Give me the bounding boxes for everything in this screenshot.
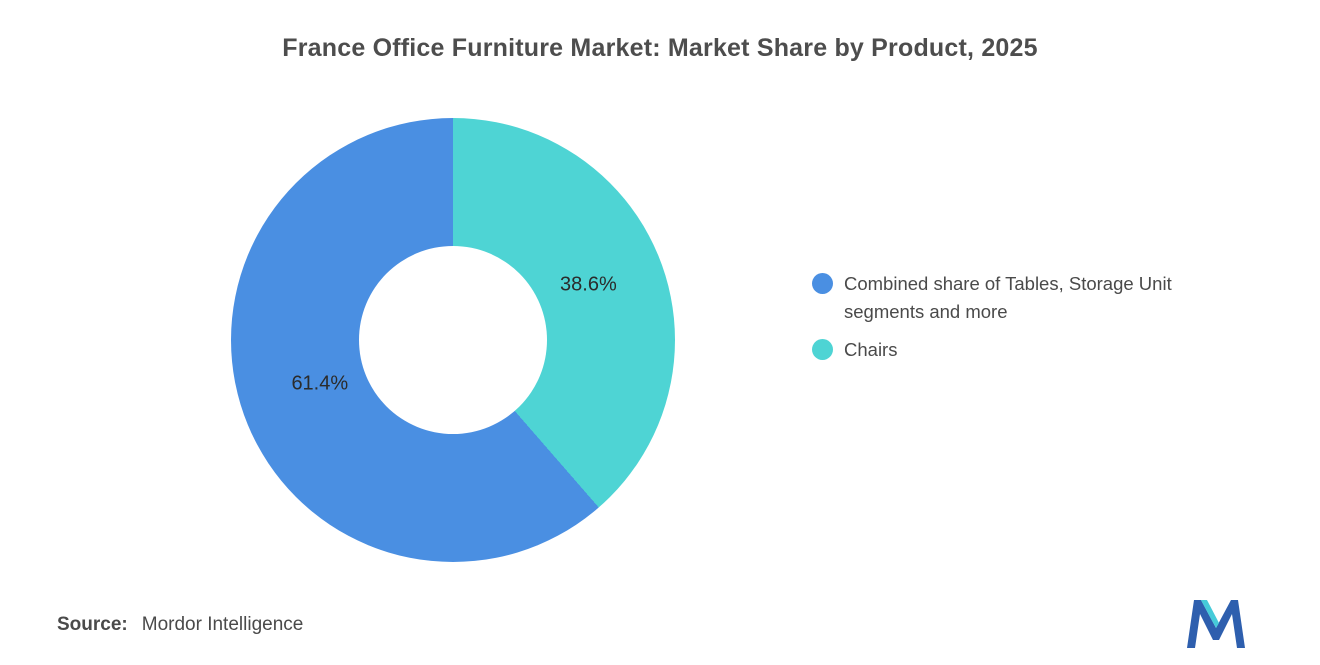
mordor-intelligence-logo-icon [1187,600,1245,648]
source-name: Mordor Intelligence [141,614,304,635]
legend: Combined share of Tables, Storage Unit s… [812,270,1272,364]
legend-label-chairs: Chairs [844,339,898,360]
legend-swatch-chairs-icon [812,339,833,360]
donut-hole [359,246,547,434]
legend-label-combined: Combined share of Tables, Storage Unit s… [844,273,1172,322]
source-line: Source: Mordor Intelligence [57,614,303,636]
legend-item-combined: Combined share of Tables, Storage Unit s… [812,270,1272,326]
source-prefix: Source: [57,614,128,635]
slice-label-chairs: 38.6% [560,273,617,295]
chart-title: France Office Furniture Market: Market S… [282,34,1038,62]
donut-chart: 61.4% 38.6% [231,118,675,562]
legend-swatch-combined-icon [812,273,833,294]
slice-label-combined: 61.4% [291,372,349,395]
legend-item-chairs: Chairs [812,336,1272,364]
